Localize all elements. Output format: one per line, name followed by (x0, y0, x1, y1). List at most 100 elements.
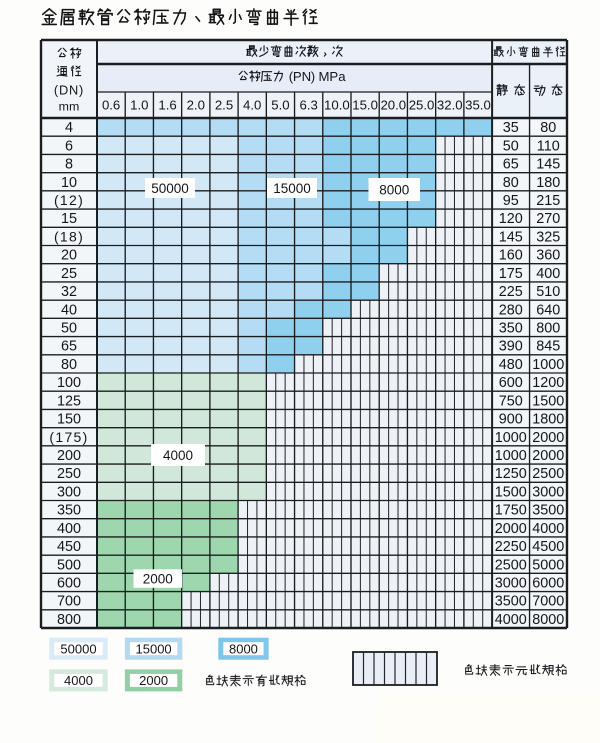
svg-text:2000: 2000 (532, 448, 564, 464)
svg-text:15000: 15000 (136, 641, 172, 656)
svg-text:50: 50 (61, 320, 77, 336)
svg-text:600: 600 (57, 575, 81, 591)
svg-text:(DN): (DN) (54, 83, 84, 98)
svg-text:8000: 8000 (229, 641, 258, 656)
svg-text:325: 325 (536, 229, 560, 245)
svg-text:800: 800 (57, 612, 81, 628)
svg-text:25.0: 25.0 (409, 98, 435, 113)
svg-text:225: 225 (499, 284, 523, 300)
svg-text:270: 270 (536, 211, 560, 227)
svg-text:110: 110 (537, 138, 560, 154)
svg-text:65: 65 (61, 339, 77, 355)
svg-text:1.0: 1.0 (130, 98, 148, 113)
svg-text:2250: 2250 (495, 539, 527, 555)
svg-text:3000: 3000 (495, 575, 527, 591)
svg-text:640: 640 (536, 302, 560, 318)
svg-text:mm: mm (59, 99, 80, 113)
svg-text:0.6: 0.6 (102, 98, 120, 113)
svg-text:400: 400 (57, 521, 81, 537)
svg-text:3500: 3500 (495, 594, 527, 610)
svg-text:145: 145 (499, 229, 523, 245)
svg-text:1800: 1800 (532, 412, 564, 428)
svg-text:50000: 50000 (60, 641, 96, 656)
svg-text:6: 6 (65, 138, 73, 154)
svg-text:180: 180 (536, 175, 560, 191)
svg-text:845: 845 (536, 339, 560, 355)
svg-text:4: 4 (65, 120, 73, 136)
svg-text:2500: 2500 (495, 557, 527, 573)
svg-text:4000: 4000 (495, 612, 527, 628)
svg-text:360: 360 (536, 248, 560, 264)
svg-text:35: 35 (503, 120, 519, 136)
svg-text:1200: 1200 (532, 375, 564, 391)
svg-text:1000: 1000 (495, 448, 527, 464)
svg-text:1750: 1750 (495, 503, 527, 519)
svg-text:7000: 7000 (532, 594, 564, 610)
svg-text:8000: 8000 (379, 182, 409, 197)
svg-text:250: 250 (57, 466, 81, 482)
svg-text:80: 80 (61, 357, 77, 373)
svg-text:1500: 1500 (495, 484, 527, 500)
svg-text:2500: 2500 (532, 466, 564, 482)
svg-text:MPa: MPa (318, 69, 346, 84)
svg-text:3500: 3500 (532, 503, 564, 519)
svg-text:(: ( (289, 69, 294, 84)
svg-text:350: 350 (499, 320, 523, 336)
svg-text:2000: 2000 (532, 430, 564, 446)
svg-text:32: 32 (61, 284, 77, 300)
svg-text:480: 480 (499, 357, 523, 373)
svg-text:150: 150 (57, 412, 81, 428)
svg-text:65: 65 (503, 157, 519, 173)
svg-text:8: 8 (65, 157, 73, 173)
svg-text:200: 200 (57, 448, 81, 464)
svg-text:15.0: 15.0 (352, 98, 378, 113)
svg-text:510: 510 (536, 284, 560, 300)
svg-text:5.0: 5.0 (271, 98, 289, 113)
svg-text:300: 300 (57, 484, 81, 500)
svg-text:(12): (12) (54, 192, 84, 208)
svg-text:50: 50 (503, 138, 519, 154)
svg-text:1500: 1500 (532, 393, 564, 409)
svg-text:700: 700 (57, 594, 81, 610)
svg-text:175: 175 (499, 266, 523, 282)
svg-text:PN: PN (293, 69, 311, 84)
svg-text:25: 25 (61, 266, 77, 282)
svg-text:40: 40 (61, 302, 77, 318)
svg-text:1000: 1000 (532, 357, 564, 373)
svg-text:120: 120 (499, 211, 523, 227)
svg-text:10.0: 10.0 (324, 98, 350, 113)
svg-text:2000: 2000 (143, 571, 173, 586)
svg-text:2.5: 2.5 (215, 98, 233, 113)
svg-text:4000: 4000 (163, 448, 193, 463)
svg-text:2.0: 2.0 (187, 98, 205, 113)
svg-text:20: 20 (61, 248, 77, 264)
svg-text:50000: 50000 (151, 181, 189, 196)
svg-text:4000: 4000 (532, 521, 564, 537)
svg-text:1250: 1250 (495, 466, 527, 482)
svg-text:1.6: 1.6 (158, 98, 176, 113)
svg-text:32.0: 32.0 (437, 98, 463, 113)
svg-text:10: 10 (61, 175, 77, 191)
svg-text:95: 95 (503, 193, 519, 209)
svg-text:450: 450 (57, 539, 81, 555)
svg-text:2000: 2000 (495, 521, 527, 537)
svg-text:20.0: 20.0 (380, 98, 406, 113)
svg-text:500: 500 (57, 557, 81, 573)
svg-text:5000: 5000 (532, 557, 564, 573)
svg-text:900: 900 (499, 412, 523, 428)
svg-text:350: 350 (57, 503, 81, 519)
svg-text:600: 600 (499, 375, 523, 391)
svg-text:800: 800 (536, 320, 560, 336)
svg-text:750: 750 (499, 393, 523, 409)
svg-text:(18): (18) (54, 228, 84, 244)
svg-text:80: 80 (503, 175, 519, 191)
svg-text:(175): (175) (49, 429, 88, 445)
svg-text:215: 215 (536, 193, 560, 209)
svg-text:390: 390 (499, 339, 523, 355)
svg-text:15: 15 (61, 211, 77, 227)
svg-text:3000: 3000 (532, 484, 564, 500)
svg-text:125: 125 (57, 393, 81, 409)
svg-text:400: 400 (536, 266, 560, 282)
svg-text:145: 145 (536, 157, 560, 173)
svg-text:8000: 8000 (532, 612, 564, 628)
